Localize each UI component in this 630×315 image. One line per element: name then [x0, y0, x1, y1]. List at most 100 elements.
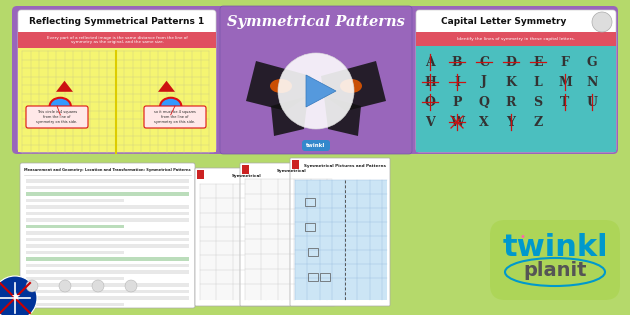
Circle shape: [59, 280, 71, 292]
Circle shape: [92, 280, 104, 292]
Bar: [305, 198, 315, 206]
Bar: [245, 179, 332, 300]
Bar: [26, 257, 189, 261]
Bar: [292, 160, 299, 169]
Bar: [295, 180, 387, 300]
Bar: [26, 211, 189, 215]
Polygon shape: [246, 61, 311, 111]
Bar: [26, 179, 189, 182]
Text: Identify the lines of symmetry in these capital letters.: Identify the lines of symmetry in these …: [457, 37, 575, 41]
Bar: [0, 295, 30, 301]
Bar: [26, 218, 189, 221]
Circle shape: [592, 12, 612, 32]
FancyBboxPatch shape: [490, 220, 620, 300]
Text: Symmetrical Patterns: Symmetrical Patterns: [227, 15, 405, 29]
Text: Symmetrical: Symmetrical: [232, 174, 261, 178]
Text: Z: Z: [534, 116, 542, 129]
Circle shape: [0, 276, 37, 315]
Bar: [26, 192, 189, 196]
FancyBboxPatch shape: [18, 10, 216, 152]
Text: S: S: [534, 95, 542, 108]
Text: D: D: [505, 55, 517, 68]
Polygon shape: [271, 96, 308, 136]
FancyBboxPatch shape: [478, 188, 626, 308]
Bar: [18, 32, 216, 48]
Text: L: L: [534, 76, 542, 89]
Text: M: M: [558, 76, 572, 89]
FancyBboxPatch shape: [26, 106, 88, 128]
Circle shape: [125, 280, 137, 292]
Text: W: W: [450, 116, 464, 129]
Text: C: C: [479, 55, 489, 68]
Text: P: P: [452, 95, 462, 108]
Bar: [242, 165, 249, 174]
Text: twinkl: twinkl: [502, 233, 608, 262]
Polygon shape: [321, 61, 386, 111]
Text: G: G: [587, 55, 597, 68]
Text: Q: Q: [479, 95, 490, 108]
FancyBboxPatch shape: [20, 163, 195, 308]
Bar: [26, 296, 189, 300]
Bar: [305, 223, 315, 231]
Text: Symmetrical Pictures and Patterns: Symmetrical Pictures and Patterns: [304, 164, 386, 168]
FancyBboxPatch shape: [302, 140, 330, 151]
Text: planit: planit: [524, 261, 587, 279]
Text: I: I: [454, 76, 460, 89]
Text: O: O: [425, 95, 435, 108]
Bar: [26, 244, 189, 248]
Bar: [26, 277, 124, 280]
Polygon shape: [324, 96, 361, 136]
FancyBboxPatch shape: [144, 106, 206, 128]
Text: Y: Y: [507, 116, 515, 129]
Text: V: V: [425, 116, 435, 129]
Bar: [26, 198, 124, 202]
Text: T: T: [560, 95, 570, 108]
Text: B: B: [452, 55, 462, 68]
Bar: [26, 270, 189, 273]
Text: E: E: [533, 55, 543, 68]
Text: •: •: [519, 232, 525, 242]
Text: A: A: [425, 55, 435, 68]
Text: K: K: [505, 76, 517, 89]
Text: J: J: [481, 76, 487, 89]
Bar: [416, 32, 616, 46]
Bar: [12, 283, 18, 313]
Polygon shape: [306, 75, 336, 107]
Text: F: F: [561, 55, 570, 68]
Ellipse shape: [340, 79, 362, 93]
Text: U: U: [587, 95, 597, 108]
Bar: [26, 302, 124, 306]
Circle shape: [26, 280, 38, 292]
Bar: [26, 238, 189, 241]
Bar: [26, 264, 189, 267]
FancyBboxPatch shape: [240, 163, 335, 306]
Text: Capital Letter Symmetry: Capital Letter Symmetry: [441, 18, 567, 26]
Ellipse shape: [160, 98, 181, 115]
Bar: [26, 283, 189, 287]
Text: twinkl: twinkl: [306, 143, 326, 148]
Bar: [26, 231, 189, 234]
Text: ★: ★: [10, 293, 20, 303]
FancyBboxPatch shape: [12, 6, 618, 154]
Bar: [26, 205, 189, 209]
Text: X: X: [479, 116, 489, 129]
Bar: [320, 273, 330, 281]
Bar: [26, 289, 189, 293]
Text: Every part of a reflected image is the same distance from the line of
symmetry a: Every part of a reflected image is the s…: [47, 36, 187, 44]
Polygon shape: [56, 81, 73, 92]
FancyBboxPatch shape: [290, 158, 390, 306]
Circle shape: [278, 53, 354, 129]
Bar: [308, 248, 318, 256]
Bar: [26, 250, 124, 254]
Text: R: R: [506, 95, 516, 108]
Bar: [200, 184, 287, 300]
Bar: [26, 186, 189, 189]
FancyBboxPatch shape: [195, 168, 290, 306]
Bar: [308, 273, 318, 281]
Bar: [197, 170, 204, 179]
Text: H: H: [424, 76, 436, 89]
Text: This circle is 4 squares
from the line of
symmetry on this side.: This circle is 4 squares from the line o…: [37, 110, 77, 123]
Text: N: N: [587, 76, 598, 89]
Bar: [18, 48, 216, 152]
FancyBboxPatch shape: [220, 6, 412, 154]
